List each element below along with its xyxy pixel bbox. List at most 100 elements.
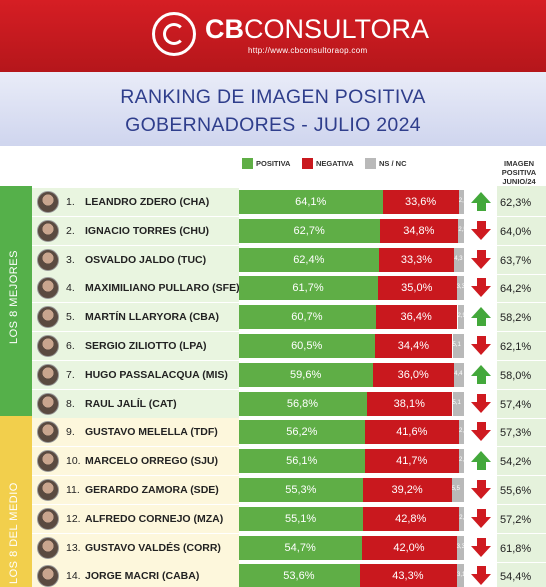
trend-down-stem [476, 221, 486, 229]
row-separator [32, 475, 546, 476]
avatar [37, 565, 59, 587]
row-separator [32, 245, 546, 246]
bar-label-nsnc: 3,1 [457, 572, 466, 578]
brand-url: http://www.cbconsultoraop.com [248, 46, 368, 55]
trend-down-stem [476, 422, 486, 430]
bar-nsnc: 2,1 [459, 507, 468, 531]
bar-nsnc: 5,5 [451, 478, 464, 502]
bar-label-negative: 35,0% [401, 282, 433, 294]
trend-down-icon [471, 430, 491, 441]
bar-label-positive: 64,1% [295, 196, 327, 208]
bar-label-positive: 62,4% [293, 254, 325, 266]
bar-negative: 41,6% [365, 420, 459, 444]
bar-positive: 60,7% [239, 305, 376, 329]
table-row: 7. HUGO PASSALACQUA (MIS) [32, 361, 546, 389]
table-row: 5. MARTÍN LLARYORA (CBA) [32, 303, 546, 331]
bar-nsnc: 2,2 [459, 449, 468, 473]
bar-negative: 42,8% [363, 507, 460, 531]
previous-positive-value: 58,0% [500, 370, 532, 382]
group-band-top: LOS 8 MEJORES [0, 186, 32, 416]
bar-label-positive: 55,1% [284, 513, 317, 525]
bar-negative: 38,1% [366, 392, 453, 416]
trend-down-icon [471, 574, 491, 585]
bar-positive: 53,6% [239, 564, 360, 587]
bar-positive: 62,4% [239, 248, 380, 272]
legend-swatch-negative [302, 158, 313, 169]
bar-negative: 34,8% [380, 219, 459, 243]
legend-label-positive: POSITIVA [256, 159, 291, 168]
rank-number: 6. [66, 340, 75, 352]
rank-number: 8. [66, 398, 75, 410]
trend-down-icon [471, 517, 491, 528]
trend-down-stem [476, 509, 486, 517]
previous-positive-value: 57,4% [500, 399, 532, 411]
bar-label-positive: 56,8% [286, 398, 319, 410]
bar-label-negative: 42,8% [395, 513, 427, 525]
table-row: 1. LEANDRO ZDERO (CHA) [32, 188, 546, 216]
trend-up-stem [476, 318, 486, 326]
row-separator [32, 562, 546, 563]
row-name-bg [32, 303, 239, 331]
trend-down-stem [476, 394, 486, 402]
avatar [37, 191, 59, 213]
bar-positive: 59,6% [239, 363, 374, 387]
governor-name: HUGO PASSALACQUA (MIS) [85, 369, 228, 381]
table-row: 9. GUSTAVO MELELLA (TDF) [32, 418, 546, 446]
bar-nsnc: 3,3 [456, 536, 465, 560]
bar-label-negative: 33,3% [400, 254, 433, 266]
rank-number: 12. [66, 513, 81, 525]
bar-positive: 55,1% [239, 507, 363, 531]
bar-negative: 35,0% [377, 276, 457, 300]
avatar [37, 249, 59, 271]
bar-label-positive: 59,6% [290, 369, 322, 381]
bar-label-nsnc: 5,1 [452, 400, 461, 406]
row-name-bg [32, 390, 239, 418]
brand-cb: CB [205, 14, 244, 44]
bar-label-nsnc: 2,2 [459, 457, 468, 463]
bar-label-positive: 56,1% [286, 455, 318, 467]
bar-label-nsnc: 2,3 [458, 198, 468, 204]
rank-number: 11. [66, 484, 80, 496]
row-separator [32, 360, 546, 361]
group-label-top: LOS 8 MEJORES [8, 250, 20, 344]
trend-up-icon [471, 365, 491, 376]
governor-name: GUSTAVO MELELLA (TDF) [85, 426, 218, 438]
table-row: 11. GERARDO ZAMORA (SDE) [32, 476, 546, 504]
bar-negative: 39,2% [363, 478, 452, 502]
bar-nsnc: 4,3 [454, 248, 464, 272]
governor-name: MAXIMILIANO PULLARO (SFE) [85, 282, 240, 294]
bar-positive: 61,7% [239, 276, 378, 300]
bar-label-negative: 36,0% [397, 369, 429, 381]
bar-label-negative: 41,6% [396, 426, 428, 438]
avatar [37, 421, 59, 443]
previous-positive-value: 58,2% [500, 312, 532, 324]
row-name-bg [32, 332, 239, 360]
row-name-bg [32, 274, 239, 302]
previous-positive-value: 62,1% [500, 341, 532, 353]
bar-positive: 62,7% [239, 219, 381, 243]
bar-nsnc: 2,3 [458, 190, 468, 214]
trend-down-icon [471, 286, 491, 297]
governor-name: SERGIO ZILIOTTO (LPA) [85, 340, 207, 352]
avatar [37, 335, 59, 357]
chart-title-line1: RANKING DE IMAGEN POSITIVA [120, 86, 426, 108]
previous-positive-value: 57,3% [500, 427, 532, 439]
governor-name: LEANDRO ZDERO (CHA) [85, 196, 210, 208]
rank-number: 1. [66, 196, 75, 208]
rank-number: 5. [66, 311, 75, 323]
avatar [37, 537, 59, 559]
trend-down-icon [471, 488, 491, 499]
table-row: 14. JORGE MACRI (CABA) [32, 562, 546, 587]
table-row: 13. GUSTAVO VALDÉS (CORR) [32, 534, 546, 562]
bar-label-negative: 42,0% [393, 542, 425, 554]
governor-name: GERARDO ZAMORA (SDE) [85, 484, 219, 496]
table-row: 6. SERGIO ZILIOTTO (LPA) [32, 332, 546, 360]
trend-up-icon [471, 307, 491, 318]
bar-label-nsnc: 2,9 [457, 313, 466, 319]
bar-label-nsnc: 4,4 [454, 371, 463, 377]
rank-number: 2. [66, 225, 75, 237]
bar-label-positive: 53,6% [283, 570, 315, 582]
bar-nsnc: 3,1 [457, 564, 466, 587]
bar-label-positive: 56,2% [286, 426, 318, 438]
